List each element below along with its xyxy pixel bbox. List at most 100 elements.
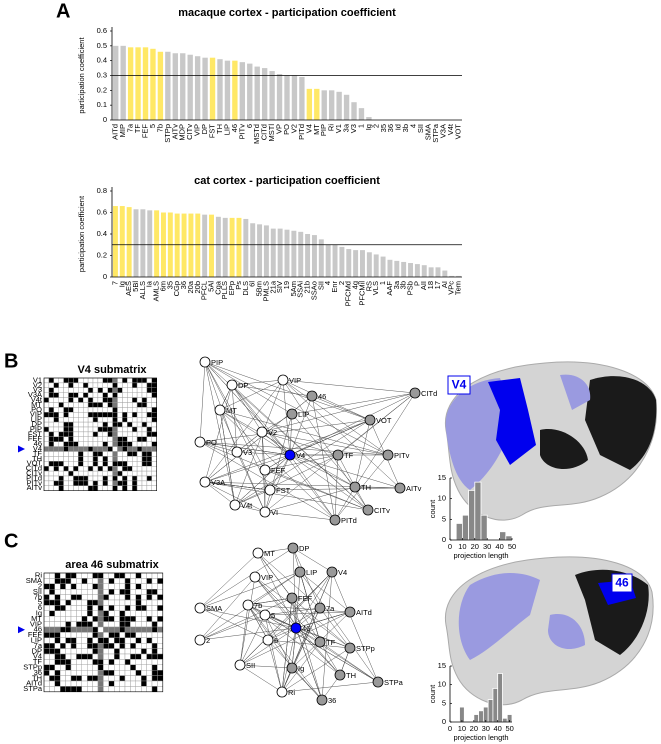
y-tick-label: 0.2 — [97, 250, 107, 259]
network-edge — [239, 664, 283, 693]
matrix-cell — [43, 610, 50, 617]
x-tick-label: 10 — [458, 724, 466, 733]
network-edge — [261, 431, 339, 456]
x-tick-label: 0 — [448, 542, 452, 551]
node-label: TF — [326, 638, 336, 647]
x-tick-label: PITd — [297, 124, 306, 140]
matrix-cell — [124, 664, 131, 671]
x-tick-label: 6m — [158, 281, 167, 291]
matrix-cell — [81, 572, 88, 579]
matrix-cell — [108, 578, 115, 585]
matrix-cell — [92, 659, 99, 666]
bar — [339, 246, 345, 277]
matrix-cell — [146, 470, 152, 477]
network-edge — [291, 392, 416, 415]
matrix-cell — [140, 599, 147, 606]
matrix-cell — [92, 436, 99, 442]
bar — [239, 62, 245, 120]
matrix-cell — [73, 485, 79, 491]
matrix-cell — [130, 616, 136, 622]
matrix-cell — [151, 659, 158, 666]
matrix-cell — [73, 480, 79, 486]
matrix-cell — [151, 589, 158, 595]
network-edge — [354, 392, 416, 488]
network-node — [259, 506, 271, 518]
network-node — [344, 642, 356, 654]
matrix-cell — [102, 402, 108, 408]
matrix-cell — [82, 456, 89, 462]
x-tick-label: MDP — [178, 124, 187, 141]
matrix-cell — [151, 402, 157, 408]
node-label: VI — [271, 508, 278, 517]
matrix-cell — [146, 578, 153, 585]
matrix-cell — [43, 417, 50, 423]
matrix-row-label: LIP — [31, 415, 42, 424]
matrix-cell — [140, 572, 147, 579]
matrix-cell — [82, 412, 89, 418]
matrix-cell — [130, 686, 136, 693]
matrix-cell — [87, 397, 94, 403]
matrix-cell — [146, 426, 152, 433]
x-axis-label: projection length — [453, 733, 508, 742]
matrix-cell — [43, 589, 50, 595]
matrix-cell — [140, 659, 147, 666]
matrix-cell — [151, 637, 158, 644]
matrix-cell — [97, 431, 104, 437]
matrix-cell — [92, 392, 99, 398]
bar — [150, 48, 156, 120]
y-axis-label: participation coefficient — [77, 195, 86, 272]
matrix-cell — [48, 426, 55, 433]
matrix-cell — [122, 397, 128, 403]
matrix-cell — [70, 583, 77, 590]
matrix-cell — [122, 402, 128, 408]
matrix-cell — [43, 397, 50, 403]
matrix-cell — [140, 589, 147, 595]
matrix-cell — [140, 637, 147, 644]
matrix-cell — [70, 572, 77, 579]
x-tick-label: TH — [215, 124, 224, 134]
matrix-cell — [119, 659, 126, 666]
matrix-cell — [151, 470, 157, 477]
matrix-cell — [86, 605, 93, 612]
matrix-cell — [124, 610, 131, 617]
matrix-cell — [49, 686, 56, 693]
matrix-cell — [81, 670, 88, 676]
matrix-cell — [131, 402, 138, 408]
matrix-cell — [86, 594, 93, 601]
node-label: 2 — [206, 636, 210, 645]
matrix-cell — [102, 407, 108, 413]
matrix-cell — [131, 421, 138, 428]
matrix-cell — [73, 397, 79, 403]
matrix-cell — [78, 382, 84, 388]
matrix-cell — [53, 382, 59, 388]
matrix-cell — [68, 470, 74, 477]
matrix-cell — [135, 572, 142, 579]
matrix-cell — [151, 610, 158, 617]
matrix-cell — [43, 626, 50, 633]
network-edge — [282, 379, 416, 394]
matrix-cell — [157, 599, 163, 606]
matrix-title: V4 submatrix — [77, 364, 147, 376]
matrix-cell — [107, 446, 113, 452]
matrix-cell — [131, 392, 138, 398]
matrix-cell — [70, 616, 77, 622]
matrix-cell — [60, 626, 66, 633]
matrix-cell — [70, 594, 77, 601]
matrix-cell — [112, 456, 118, 462]
matrix-cell — [131, 461, 138, 467]
matrix-cell — [87, 382, 94, 388]
matrix-cell — [127, 392, 133, 398]
network-edge — [269, 454, 291, 491]
connectivity-matrix — [43, 377, 157, 491]
matrix-cell — [65, 686, 72, 693]
matrix-cell — [107, 426, 113, 433]
matrix-cell — [54, 616, 61, 622]
matrix-cell — [68, 431, 74, 437]
network-edge — [199, 552, 259, 609]
x-tick-label: 5Am — [289, 281, 298, 296]
matrix-cell — [151, 466, 157, 472]
panel-letter: B — [4, 350, 18, 372]
bar — [353, 250, 359, 277]
matrix-row-label: CITd — [26, 464, 42, 473]
matrix-cell — [87, 402, 94, 408]
